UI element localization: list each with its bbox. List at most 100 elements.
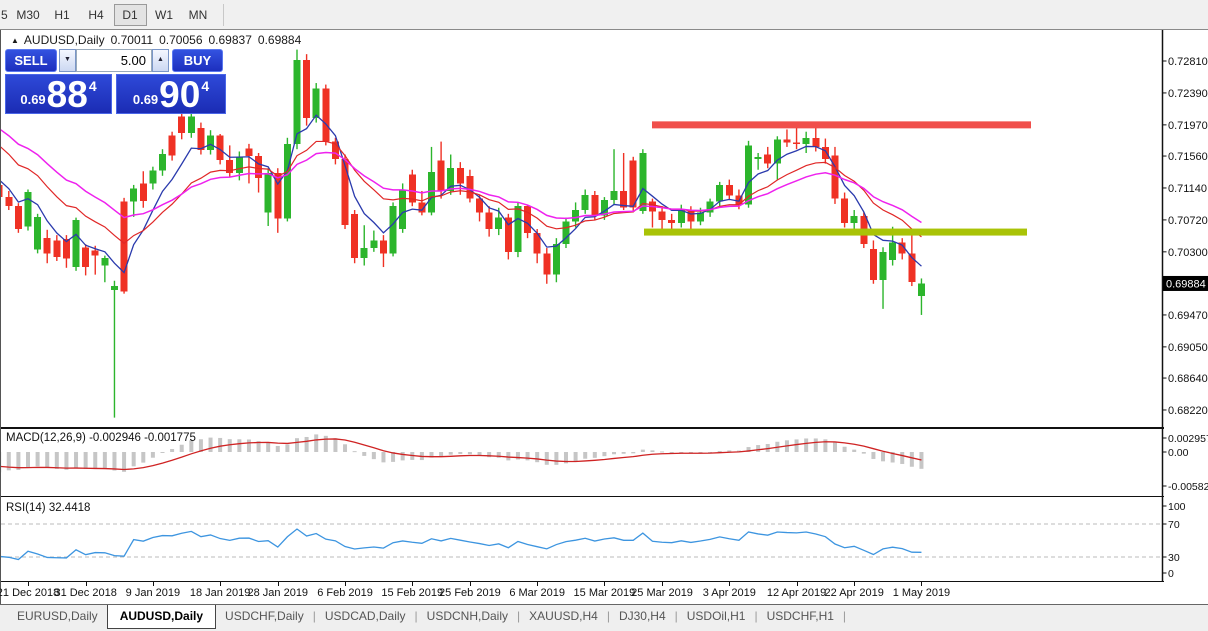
candle-body xyxy=(283,143,291,219)
candle-body xyxy=(53,240,61,258)
mid-ma-line xyxy=(1,140,922,245)
candle-body xyxy=(91,250,99,256)
rsi-pane[interactable]: 100 70 30 0 RSI(14) 32.4418 xyxy=(1,497,1208,581)
macd-histogram-bar xyxy=(612,452,617,455)
candle-body xyxy=(34,216,42,250)
rsi-axis-label: 100 xyxy=(1168,501,1186,513)
candle-body xyxy=(264,172,272,213)
macd-axis-label: 0.002957 xyxy=(1168,433,1208,445)
macd-histogram-bar xyxy=(218,437,223,452)
rsi-line xyxy=(1,528,922,561)
tab-audusd-daily[interactable]: AUDUSD,Daily xyxy=(106,605,217,629)
sell-price-pips: 88 xyxy=(46,74,88,115)
price-axis-label: 0.69050 xyxy=(1168,342,1208,354)
macd-histogram-bar xyxy=(698,452,703,454)
macd-histogram-bar xyxy=(323,435,328,452)
macd-histogram-bar xyxy=(131,452,136,467)
macd-histogram-bar xyxy=(525,452,530,461)
date-tick-mark xyxy=(220,582,222,586)
macd-histogram-bar xyxy=(467,452,472,455)
low-value: 0.69837 xyxy=(208,33,252,47)
tab-usdchf-h1[interactable]: USDCHF,H1 xyxy=(766,609,834,623)
volume-decrease-button[interactable]: ▼ xyxy=(59,49,76,72)
candle-body xyxy=(716,184,724,202)
tab-eurusd-daily[interactable]: EURUSD,Daily xyxy=(17,609,98,623)
macd-histogram-bar xyxy=(122,452,127,472)
volume-input[interactable]: 5.00 xyxy=(76,49,152,72)
macd-histogram-bar xyxy=(6,452,11,471)
date-axis-label: 6 Mar 2019 xyxy=(509,587,565,599)
macd-histogram-bar xyxy=(381,452,386,463)
timeframe-button-d1[interactable]: D1 xyxy=(113,3,147,26)
collapse-arrow-icon[interactable]: ▲ xyxy=(11,36,19,45)
candle-body xyxy=(562,221,570,245)
timeframe-button-h4[interactable]: H4 xyxy=(88,7,104,22)
macd-histogram-bar xyxy=(861,452,866,454)
resistance-line[interactable] xyxy=(652,121,1031,129)
candle-body xyxy=(581,194,589,211)
volume-increase-button[interactable]: ▲ xyxy=(152,49,169,72)
macd-histogram-bar xyxy=(813,438,818,452)
candle-body xyxy=(245,148,253,157)
date-axis-label: 28 Jan 2019 xyxy=(247,587,309,599)
macd-pane[interactable]: 0.002957 0.00 -0.005825 MACD(12,26,9) -0.00… xyxy=(1,428,1208,497)
timeframe-button-mn[interactable]: MN xyxy=(188,7,208,22)
price-axis-label: 0.68640 xyxy=(1168,373,1208,385)
candle-body xyxy=(802,137,810,144)
timeframe-button-h1[interactable]: H1 xyxy=(54,7,70,22)
macd-histogram-bar xyxy=(660,451,665,453)
tab-xauusd-h4[interactable]: XAUUSD,H4 xyxy=(529,609,598,623)
buy-button[interactable]: BUY xyxy=(172,49,223,72)
candle-body xyxy=(139,183,147,201)
tab-dj30-h4[interactable]: DJ30,H4 xyxy=(618,609,666,623)
price-axis-label: 0.70300 xyxy=(1168,247,1208,259)
date-tick-mark xyxy=(604,582,606,586)
price-chart-pane[interactable]: 0.72810 0.72390 0.71970 0.71560 0.71140 0.707… xyxy=(1,30,1208,428)
tab-separator: | xyxy=(842,609,847,623)
candle-body xyxy=(524,206,532,233)
date-axis: 21 Dec 2018 31 Dec 2018 9 Jan 2019 18 Jan 2… xyxy=(0,581,1208,604)
sell-price-quote[interactable]: 0.69 88 4 xyxy=(5,74,112,114)
macd-histogram-bar xyxy=(256,441,261,452)
candle-body xyxy=(43,238,51,254)
macd-histogram-bar xyxy=(448,452,453,455)
candle-body xyxy=(216,135,224,160)
macd-histogram-bar xyxy=(64,452,69,470)
date-axis-label: 15 Feb 2019 xyxy=(381,587,444,599)
timeframe-button-w1[interactable]: W1 xyxy=(155,7,173,22)
macd-histogram-bar xyxy=(679,452,684,453)
macd-axis-label: -0.005825 xyxy=(1168,481,1208,493)
sell-button[interactable]: SELL xyxy=(5,49,57,72)
candle-body xyxy=(466,175,474,199)
date-tick-mark xyxy=(662,582,664,586)
date-tick-mark xyxy=(729,582,731,586)
macd-histogram-bar xyxy=(487,452,492,458)
macd-histogram-bar xyxy=(832,442,837,452)
slow-ma-line xyxy=(1,129,922,224)
macd-histogram-bar xyxy=(74,452,79,468)
tab-separator: | xyxy=(312,609,316,623)
support-line[interactable] xyxy=(644,228,1027,236)
rsi-indicator-label: RSI(14) 32.4418 xyxy=(6,502,90,514)
tab-usdchf-daily[interactable]: USDCHF,Daily xyxy=(225,609,304,623)
macd-histogram-bar xyxy=(189,440,194,452)
candle-body xyxy=(158,153,166,171)
tab-usdcad-daily[interactable]: USDCAD,Daily xyxy=(324,609,406,623)
tab-usdoil-h1[interactable]: USDOil,H1 xyxy=(686,609,746,623)
macd-histogram-bar xyxy=(314,434,319,452)
buy-price-quote[interactable]: 0.69 90 4 xyxy=(116,74,226,114)
timeframe-button-m30[interactable]: M30 xyxy=(16,7,40,22)
tab-usdcnh-daily[interactable]: USDCNH,Daily xyxy=(426,609,509,623)
candle-body xyxy=(495,217,503,230)
candle-body xyxy=(312,88,320,119)
date-tick-mark xyxy=(854,582,856,586)
date-tick-mark xyxy=(537,582,539,586)
macd-histogram-bar xyxy=(198,439,203,452)
rsi-axis-label: 30 xyxy=(1168,552,1180,564)
macd-histogram-bar xyxy=(544,452,549,465)
candle-body xyxy=(399,189,407,230)
timeframe-partial-label[interactable]: 5 xyxy=(1,7,8,22)
rsi-axis-label: 0 xyxy=(1168,568,1174,580)
tab-separator: | xyxy=(517,609,521,623)
